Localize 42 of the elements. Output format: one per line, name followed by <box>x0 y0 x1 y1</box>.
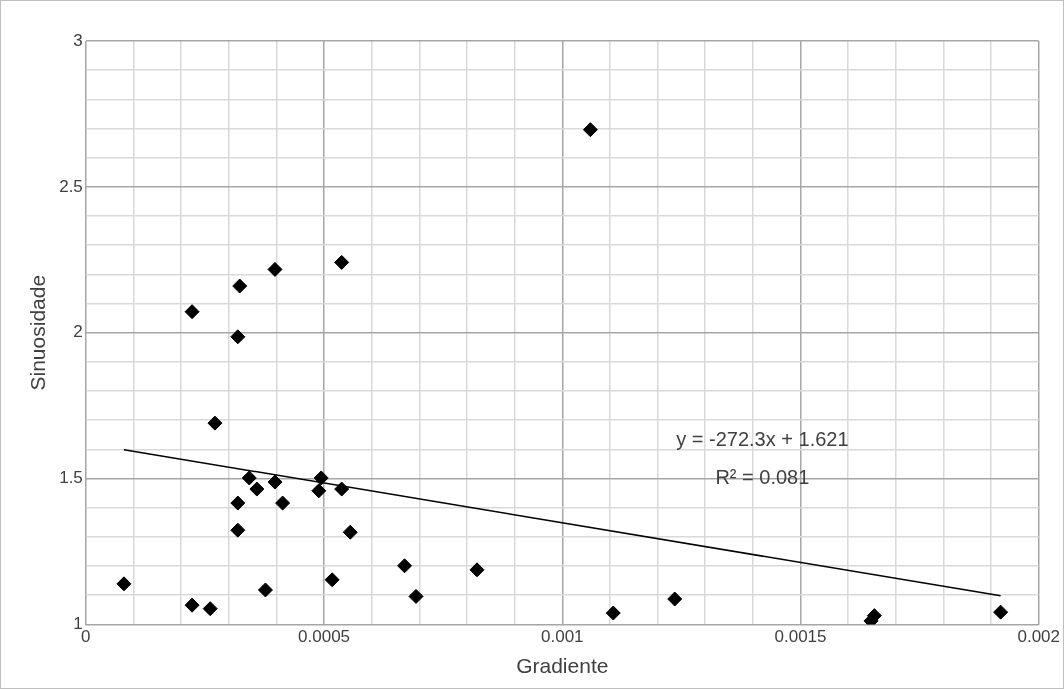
x-tick-label: 0.0015 <box>774 627 827 647</box>
point <box>313 470 329 486</box>
point <box>469 562 485 578</box>
y-tick-label: 2 <box>73 322 83 342</box>
point <box>324 572 340 588</box>
point <box>334 254 350 270</box>
point <box>184 597 200 613</box>
point <box>249 481 265 497</box>
point <box>230 522 246 538</box>
x-axis-title: Gradiente <box>516 654 609 678</box>
x-tick-label: 0.0005 <box>298 627 351 647</box>
point <box>275 495 291 511</box>
y-axis-title: Sinuosidade <box>26 274 50 391</box>
point <box>582 122 598 138</box>
point <box>311 483 327 499</box>
x-tick-label: 0.001 <box>541 627 584 647</box>
y-tick-label: 3 <box>73 30 83 50</box>
point <box>230 495 246 511</box>
point <box>334 481 350 497</box>
point <box>257 582 273 598</box>
point <box>230 329 246 345</box>
y-tick-label: 2.5 <box>59 176 83 196</box>
point <box>605 605 621 621</box>
point <box>116 576 132 592</box>
point <box>993 604 1009 620</box>
annotation: y = -272.3x + 1.621 <box>676 427 849 450</box>
point <box>202 601 218 617</box>
point <box>232 278 248 294</box>
annotation: R² = 0.081 <box>715 465 810 488</box>
point <box>267 474 283 490</box>
y-tick-label: 1.5 <box>59 468 83 488</box>
point <box>241 470 257 486</box>
point <box>342 524 358 540</box>
point <box>267 261 283 277</box>
point <box>408 588 424 604</box>
x-tick-label: 0 <box>81 627 91 647</box>
point <box>184 304 200 320</box>
point <box>207 415 223 431</box>
point <box>667 591 683 607</box>
x-tick-label: 0.002 <box>1017 627 1060 647</box>
point <box>397 558 413 574</box>
y-tick-label: 1 <box>73 614 83 634</box>
